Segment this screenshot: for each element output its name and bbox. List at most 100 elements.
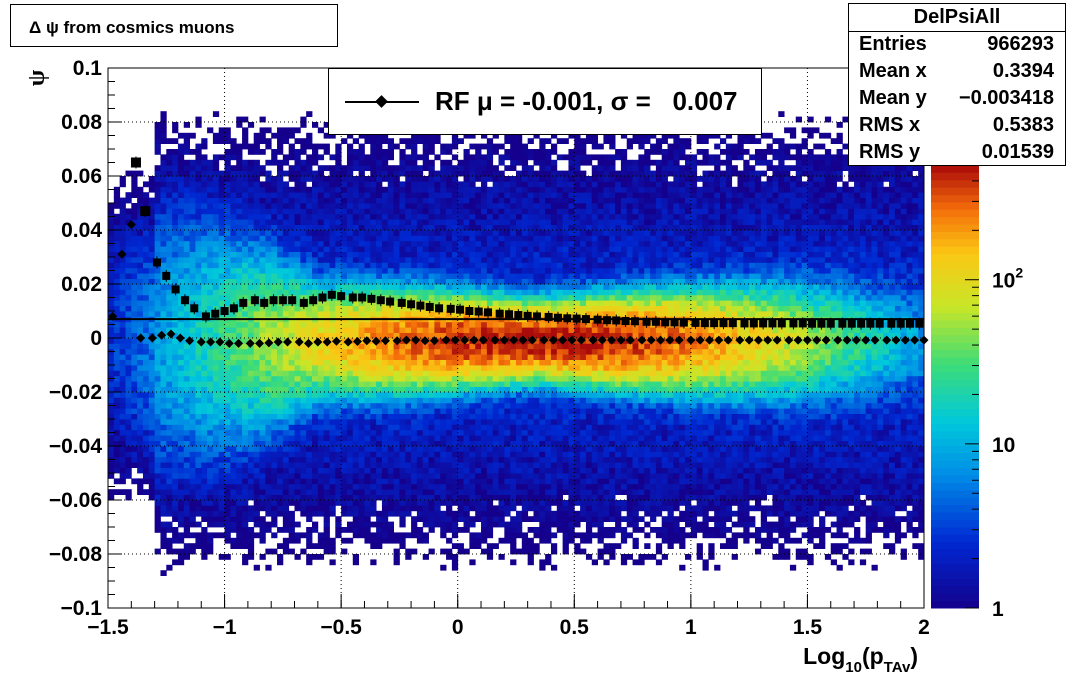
heat-cell bbox=[218, 381, 225, 387]
heat-cell bbox=[364, 154, 371, 161]
heat-cell bbox=[370, 321, 377, 328]
heat-cell bbox=[399, 267, 406, 274]
heat-cell bbox=[317, 251, 325, 258]
heat-cell bbox=[212, 500, 220, 506]
heat-cell bbox=[277, 192, 284, 198]
heat-cell bbox=[440, 213, 447, 220]
heat-cell bbox=[329, 181, 336, 188]
heat-cell bbox=[481, 219, 488, 225]
heat-cell bbox=[271, 402, 278, 409]
heat-cell bbox=[405, 278, 412, 285]
heat-cell bbox=[306, 159, 313, 166]
heat-cell bbox=[242, 251, 249, 258]
heat-cell bbox=[131, 386, 138, 393]
heat-cell bbox=[148, 429, 156, 436]
heat-cell bbox=[376, 251, 383, 258]
heat-cell bbox=[131, 170, 138, 177]
heat-cell bbox=[207, 446, 214, 452]
heat-cell bbox=[364, 343, 371, 350]
heat-cell bbox=[288, 240, 295, 247]
heat-cell bbox=[148, 348, 156, 355]
heat-cell bbox=[376, 165, 383, 171]
heat-cell bbox=[294, 462, 301, 468]
heat-cell bbox=[411, 230, 418, 236]
heat-cell bbox=[475, 532, 482, 539]
heat-cell bbox=[422, 159, 429, 166]
heat-cell bbox=[201, 419, 208, 425]
heat-cell bbox=[306, 262, 313, 269]
heat-cell bbox=[463, 327, 470, 333]
heat-cell bbox=[177, 278, 185, 285]
heat-cell bbox=[166, 564, 173, 571]
heat-cell bbox=[481, 294, 488, 301]
heat-cell bbox=[422, 381, 429, 387]
heat-cell bbox=[277, 554, 284, 560]
heat-cell bbox=[119, 230, 126, 236]
heat-cell bbox=[177, 489, 185, 495]
heat-cell bbox=[282, 181, 290, 188]
heat-cell bbox=[230, 203, 237, 209]
heat-cell bbox=[142, 267, 150, 274]
heat-cell bbox=[253, 251, 260, 258]
heat-cell bbox=[416, 392, 424, 398]
heat-cell bbox=[224, 510, 231, 517]
heat-cell bbox=[207, 408, 214, 414]
heat-cell bbox=[160, 354, 167, 360]
heat-cell bbox=[504, 257, 511, 263]
heat-cell bbox=[189, 370, 196, 377]
heat-cell bbox=[335, 354, 342, 360]
heat-cell bbox=[148, 224, 156, 231]
heat-cell bbox=[358, 419, 365, 425]
heat-cell bbox=[288, 143, 295, 150]
heat-cell bbox=[154, 338, 161, 344]
heat-cell bbox=[346, 154, 354, 161]
heat-cell bbox=[148, 370, 156, 377]
heat-cell bbox=[428, 548, 435, 555]
heat-cell bbox=[306, 424, 313, 431]
heat-cell bbox=[125, 424, 132, 431]
heat-cell bbox=[346, 402, 354, 409]
heat-cell bbox=[434, 424, 441, 431]
heat-cell bbox=[387, 289, 394, 296]
heat-cell bbox=[451, 564, 459, 571]
heat-cell bbox=[358, 240, 365, 247]
heat-cell bbox=[451, 559, 459, 566]
heat-cell bbox=[224, 246, 231, 252]
heat-cell bbox=[201, 537, 208, 544]
heat-cell bbox=[463, 208, 470, 215]
heat-cell bbox=[300, 435, 307, 441]
heat-cell bbox=[160, 386, 167, 393]
heat-cell bbox=[306, 386, 313, 393]
heat-cell bbox=[422, 230, 429, 236]
heat-cell bbox=[177, 440, 185, 447]
heat-cell bbox=[142, 278, 150, 285]
heat-cell bbox=[434, 192, 441, 198]
heat-cell bbox=[492, 278, 499, 285]
heat-cell bbox=[510, 543, 517, 549]
heat-cell bbox=[218, 294, 225, 301]
heat-cell bbox=[131, 348, 138, 355]
heat-cell bbox=[142, 321, 150, 328]
heat-cell bbox=[457, 370, 464, 377]
heat-cell bbox=[352, 219, 360, 225]
heat-cell bbox=[422, 327, 429, 333]
heat-cell bbox=[154, 343, 161, 350]
heat-cell bbox=[481, 505, 488, 512]
heat-cell bbox=[312, 348, 319, 355]
heat-cell bbox=[142, 235, 150, 242]
heat-cell bbox=[207, 176, 214, 182]
heat-cell bbox=[154, 386, 161, 393]
heat-cell bbox=[416, 240, 424, 247]
heat-cell bbox=[113, 365, 121, 371]
heat-cell bbox=[434, 435, 441, 441]
heat-cell bbox=[218, 489, 225, 495]
heat-cell bbox=[160, 262, 167, 269]
heat-cell bbox=[312, 435, 319, 441]
heat-cell bbox=[481, 159, 488, 166]
heat-cell bbox=[358, 143, 365, 150]
heat-cell bbox=[236, 251, 243, 258]
heat-cell bbox=[154, 435, 161, 441]
heat-cell bbox=[358, 402, 365, 409]
heat-cell bbox=[108, 327, 115, 333]
heat-cell bbox=[306, 419, 313, 425]
